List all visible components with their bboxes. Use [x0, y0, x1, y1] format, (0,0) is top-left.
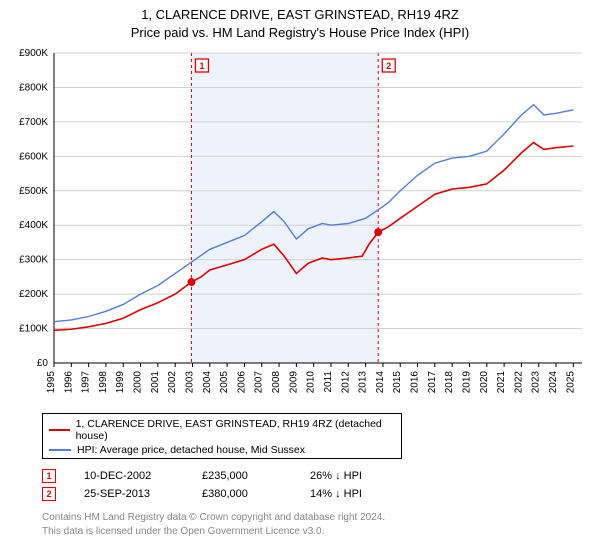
- svg-text:2003: 2003: [184, 371, 195, 394]
- svg-text:2008: 2008: [271, 371, 282, 394]
- svg-text:2024: 2024: [548, 371, 559, 394]
- price-chart: £0 £100K £200K £300K £400K £500K £600K £700K £80…: [10, 45, 590, 405]
- svg-text:1: 1: [199, 61, 204, 71]
- svg-text:2001: 2001: [150, 371, 161, 394]
- legend-item: 1, CLARENCE DRIVE, EAST GRINSTEAD, RH19 …: [49, 417, 395, 443]
- sale-date: 10-DEC-2002: [84, 470, 174, 482]
- legend: 1, CLARENCE DRIVE, EAST GRINSTEAD, RH19 …: [42, 413, 402, 459]
- svg-text:2019: 2019: [461, 371, 472, 394]
- legend-swatch-hpi: [49, 449, 71, 451]
- title-block: 1, CLARENCE DRIVE, EAST GRINSTEAD, RH19 …: [0, 0, 600, 41]
- svg-text:2014: 2014: [375, 371, 386, 394]
- svg-text:2007: 2007: [254, 371, 265, 394]
- svg-text:£900K: £900K: [19, 48, 48, 59]
- svg-text:£500K: £500K: [19, 186, 48, 197]
- svg-text:2009: 2009: [288, 371, 299, 394]
- footer: Contains HM Land Registry data © Crown c…: [42, 511, 590, 538]
- svg-text:2: 2: [386, 61, 391, 71]
- legend-label: HPI: Average price, detached house, Mid …: [77, 444, 305, 456]
- svg-text:1996: 1996: [63, 371, 74, 394]
- svg-text:2016: 2016: [410, 371, 421, 394]
- sale-marker-icon: 2: [42, 487, 56, 501]
- sale-price: £380,000: [202, 488, 282, 500]
- svg-text:2015: 2015: [392, 371, 403, 394]
- subtitle: Price paid vs. HM Land Registry's House …: [0, 24, 600, 42]
- svg-text:2023: 2023: [531, 371, 542, 394]
- svg-text:2025: 2025: [565, 371, 576, 394]
- svg-text:2020: 2020: [479, 371, 490, 394]
- svg-text:2012: 2012: [340, 371, 351, 394]
- svg-text:1998: 1998: [98, 371, 109, 394]
- sale-row: 2 25-SEP-2013 £380,000 14% ↓ HPI: [42, 485, 590, 503]
- svg-text:2005: 2005: [219, 371, 230, 394]
- svg-text:2021: 2021: [496, 371, 507, 394]
- address-title: 1, CLARENCE DRIVE, EAST GRINSTEAD, RH19 …: [0, 6, 600, 24]
- legend-label: 1, CLARENCE DRIVE, EAST GRINSTEAD, RH19 …: [76, 418, 395, 442]
- sale-marker-icon: 1: [42, 469, 56, 483]
- footer-line: This data is licensed under the Open Gov…: [42, 525, 590, 539]
- sale-diff: 26% ↓ HPI: [310, 470, 420, 482]
- sale-row: 1 10-DEC-2002 £235,000 26% ↓ HPI: [42, 467, 590, 485]
- sale-diff: 14% ↓ HPI: [310, 488, 420, 500]
- legend-swatch-subject: [49, 429, 70, 431]
- svg-text:2017: 2017: [427, 371, 438, 394]
- svg-text:2002: 2002: [167, 371, 178, 394]
- svg-text:2018: 2018: [444, 371, 455, 394]
- svg-text:£300K: £300K: [19, 255, 48, 266]
- sales-table: 1 10-DEC-2002 £235,000 26% ↓ HPI 2 25-SE…: [42, 467, 590, 503]
- legend-item: HPI: Average price, detached house, Mid …: [49, 443, 395, 457]
- footer-line: Contains HM Land Registry data © Crown c…: [42, 511, 590, 525]
- svg-text:2004: 2004: [202, 371, 213, 394]
- svg-text:2006: 2006: [236, 371, 247, 394]
- svg-text:2013: 2013: [358, 371, 369, 394]
- svg-text:1997: 1997: [81, 371, 92, 394]
- svg-text:£100K: £100K: [19, 324, 48, 335]
- svg-text:£200K: £200K: [19, 289, 48, 300]
- svg-text:£700K: £700K: [19, 117, 48, 128]
- svg-text:2010: 2010: [306, 371, 317, 394]
- svg-text:£600K: £600K: [19, 151, 48, 162]
- svg-text:1999: 1999: [115, 371, 126, 394]
- svg-text:2022: 2022: [513, 371, 524, 394]
- sale-date: 25-SEP-2013: [84, 488, 174, 500]
- svg-text:£0: £0: [37, 358, 49, 369]
- sale-price: £235,000: [202, 470, 282, 482]
- svg-text:£400K: £400K: [19, 220, 48, 231]
- svg-text:2000: 2000: [133, 371, 144, 394]
- svg-text:2011: 2011: [323, 371, 334, 393]
- svg-text:£800K: £800K: [19, 83, 48, 94]
- svg-text:1995: 1995: [46, 371, 57, 394]
